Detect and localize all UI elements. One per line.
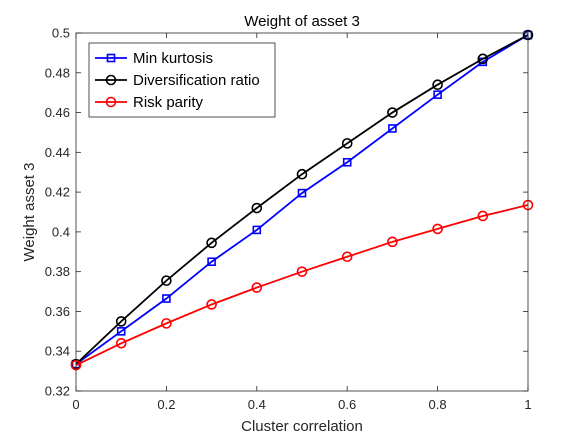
x-tick-label: 0.8 <box>429 397 447 412</box>
data-point <box>388 124 397 133</box>
data-point <box>206 237 217 249</box>
data-point <box>296 266 308 277</box>
data-point <box>432 223 443 235</box>
series-line <box>75 204 529 366</box>
legend-marker <box>105 96 117 108</box>
data-point <box>161 318 172 329</box>
y-tick-label: 0.48 <box>45 65 70 80</box>
data-point <box>387 107 398 118</box>
data-point <box>115 337 127 349</box>
data-point <box>206 299 217 310</box>
legend-label: Min kurtosis <box>133 50 213 67</box>
data-point <box>297 188 307 198</box>
y-axis-title: Weight asset 3 <box>21 163 38 262</box>
data-point <box>341 251 353 263</box>
legend-item: Risk parity <box>95 94 204 111</box>
x-tick-label: 0 <box>72 397 79 412</box>
legend-item: Diversification ratio <box>95 72 260 89</box>
chart-title: Weight of asset 3 <box>244 13 360 30</box>
axes-box <box>75 32 529 392</box>
y-tick-label: 0.42 <box>45 185 70 200</box>
data-point <box>387 236 398 248</box>
data-point <box>252 225 262 235</box>
data-point <box>207 257 216 267</box>
y-tick-label: 0.4 <box>52 224 70 239</box>
data-point <box>432 79 443 91</box>
legend-label: Diversification ratio <box>133 72 260 89</box>
data-point <box>342 157 352 167</box>
y-tick-label: 0.36 <box>45 304 70 319</box>
data-point <box>161 275 172 286</box>
y-tick-label: 0.34 <box>45 344 70 359</box>
axes-layer: 0 0.2 0.4 0.6 0.8 1 0.32 0.34 0.36 0.38 0.4 0.42 0.4… <box>45 26 532 413</box>
data-point <box>115 316 127 327</box>
data-point <box>296 168 308 180</box>
y-tick-label: 0.38 <box>45 264 70 279</box>
data-point <box>477 53 489 65</box>
data-point <box>477 210 489 222</box>
y-tick-label: 0.44 <box>45 145 70 160</box>
x-tick-label: 0.2 <box>157 397 175 412</box>
series-diversification-ratio <box>70 29 534 370</box>
data-point <box>116 327 126 336</box>
legend-marker <box>106 53 116 63</box>
legend-item: Min kurtosis <box>95 50 213 67</box>
y-tick-label: 0.5 <box>52 26 70 41</box>
x-tick-label: 0.6 <box>338 397 356 412</box>
data-point <box>341 138 353 149</box>
data-point <box>433 90 442 99</box>
x-tick-label: 1 <box>524 397 531 412</box>
legend-marker <box>105 74 117 86</box>
data-point <box>251 202 263 214</box>
legend: Min kurtosis Diversification ratio Risk pa… <box>88 42 276 118</box>
series-line <box>75 34 529 365</box>
data-point <box>162 294 171 303</box>
series-layer <box>70 29 534 371</box>
y-tick-label: 0.46 <box>45 105 70 120</box>
legend-label: Risk parity <box>133 94 204 111</box>
data-point <box>251 282 263 293</box>
x-tick-label: 0.4 <box>248 397 266 412</box>
y-tick-label: 0.32 <box>45 384 70 399</box>
x-axis-title: Cluster correlation <box>241 418 363 435</box>
series-line <box>75 34 529 365</box>
